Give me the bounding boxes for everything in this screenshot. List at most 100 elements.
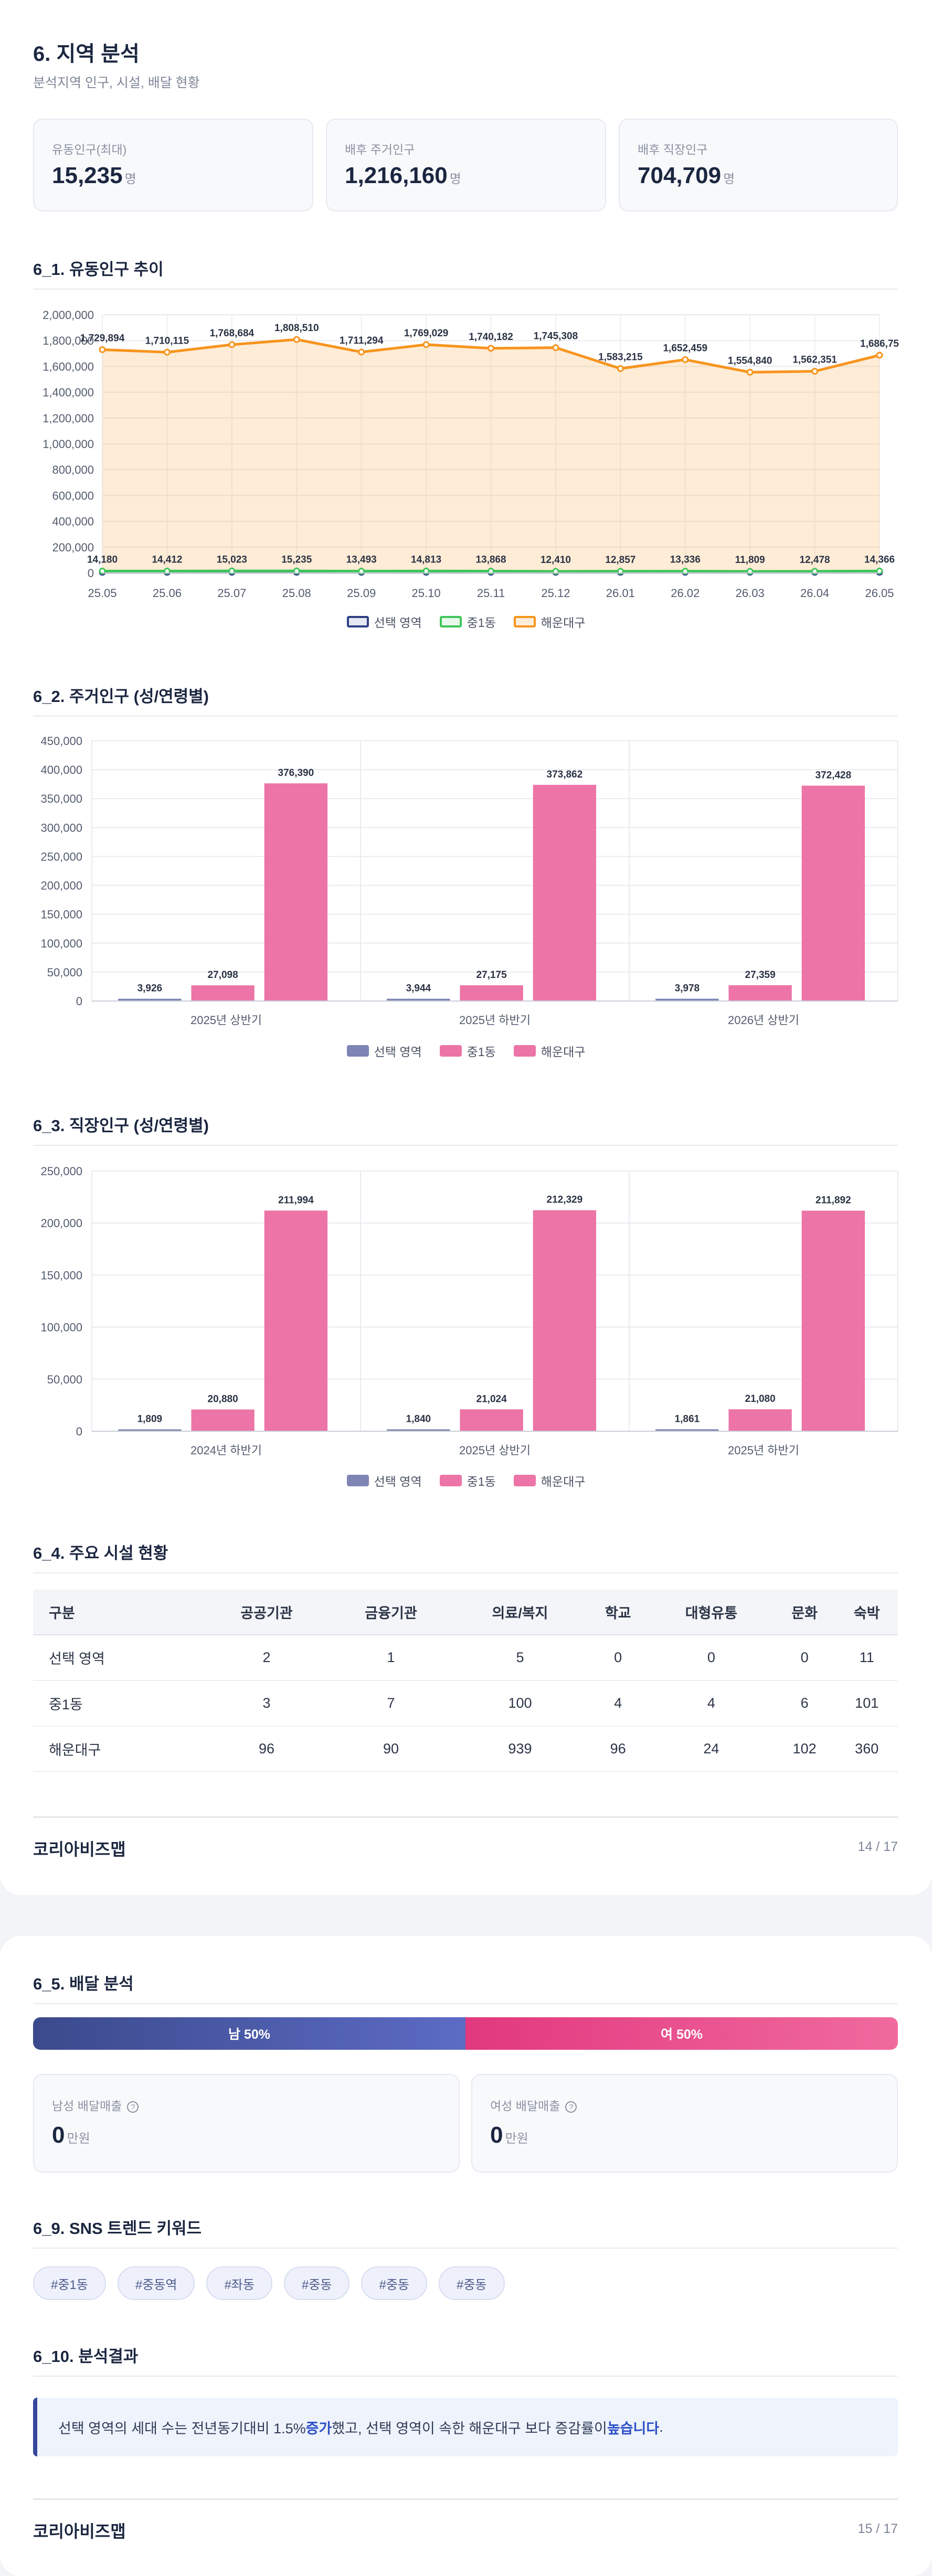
data-label: 376,390	[278, 768, 314, 779]
y-tick-label: 350,000	[40, 792, 82, 805]
data-label: 21,080	[745, 1393, 776, 1404]
data-point	[228, 341, 236, 348]
male-delivery-card: 남성 배달매출? 0 만원	[33, 2074, 460, 2173]
legend-item-haeundae[interactable]: 해운대구	[513, 613, 585, 631]
bar	[728, 985, 792, 1001]
table-row: 선택 영역 2 1 5 0 0 0 11	[33, 1635, 898, 1681]
data-point	[293, 336, 300, 343]
y-tick-label: 400,000	[52, 515, 94, 528]
table-cell: 0	[649, 1635, 774, 1681]
y-tick-label: 100,000	[40, 937, 82, 950]
data-label: 211,994	[278, 1195, 314, 1206]
table-cell: 중1동	[33, 1680, 205, 1727]
bar	[655, 998, 719, 1001]
legend-item-selected[interactable]: 선택 영역	[346, 613, 422, 631]
data-label: 21,024	[476, 1393, 507, 1404]
data-label: 1,710,115	[145, 335, 189, 346]
y-tick-label: 50,000	[47, 1373, 82, 1386]
card-value: 0 만원	[52, 2122, 90, 2148]
legend-item-jung1[interactable]: 중1동	[439, 1042, 496, 1060]
keyword-tag[interactable]: #중동	[439, 2266, 505, 2300]
section-title-facilities: 6_4. 주요 시설 현황	[33, 1544, 168, 1562]
x-tick-label: 25.09	[347, 587, 376, 600]
y-tick-label: 250,000	[40, 1165, 82, 1178]
bar	[533, 1210, 597, 1431]
series-area-2	[102, 339, 880, 573]
legend-item-selected[interactable]: 선택 영역	[346, 1042, 422, 1060]
x-tick-label: 26.03	[736, 587, 765, 600]
y-tick-label: 250,000	[40, 850, 82, 863]
legend-item-jung1[interactable]: 중1동	[439, 613, 496, 631]
table-row: 중1동 3 7 100 4 4 6 101	[33, 1680, 898, 1727]
kpi-card-residential: 배후 주거인구 1,216,160 명	[326, 119, 606, 211]
y-tick-label: 400,000	[40, 763, 82, 776]
table-header: 숙박	[835, 1590, 898, 1635]
help-icon[interactable]: ?	[565, 2101, 577, 2113]
x-tick-label: 2026년 상반기	[728, 1014, 799, 1027]
keyword-tag[interactable]: #중동역	[117, 2266, 195, 2300]
kpi-value: 15,235 명	[52, 163, 136, 188]
table-cell: 96	[587, 1726, 649, 1772]
section-title-result: 6_10. 분석결과	[33, 2347, 139, 2366]
legend-item-haeundae[interactable]: 해운대구	[513, 1472, 585, 1489]
section-title-sns: 6_9. SNS 트렌드 키워드	[33, 2219, 202, 2238]
data-label: 12,410	[541, 555, 571, 566]
data-label: 13,493	[346, 555, 377, 566]
data-label: 1,769,029	[404, 328, 449, 339]
data-label: 211,892	[816, 1195, 851, 1206]
x-tick-label: 25.07	[217, 587, 246, 600]
data-label: 14,366	[864, 554, 895, 565]
male-ratio: 남 50%	[33, 2017, 465, 2050]
help-icon[interactable]: ?	[127, 2101, 139, 2113]
keyword-tag[interactable]: #중동	[361, 2266, 427, 2300]
data-label: 27,175	[476, 970, 507, 981]
data-label: 1,554,840	[728, 356, 772, 367]
data-label: 1,562,351	[792, 355, 837, 366]
legend-item-jung1[interactable]: 중1동	[439, 1472, 496, 1489]
data-label: 1,729,894	[80, 333, 125, 344]
data-label: 14,813	[411, 554, 441, 565]
y-tick-label: 200,000	[40, 879, 82, 892]
x-tick-label: 25.10	[412, 587, 441, 600]
section-divider	[33, 1145, 898, 1146]
y-tick-label: 200,000	[52, 541, 94, 554]
data-point	[163, 567, 171, 574]
table-header: 공공기관	[204, 1590, 329, 1635]
bar	[118, 998, 182, 1001]
x-tick-label: 2024년 하반기	[190, 1444, 262, 1457]
card-label: 남성 배달매출	[52, 2099, 122, 2113]
data-point	[293, 567, 300, 574]
bar	[801, 1210, 865, 1431]
data-label: 1,740,182	[469, 332, 513, 343]
data-point	[422, 567, 430, 574]
kpi-value: 704,709 명	[638, 163, 735, 188]
keyword-tag[interactable]: #중1동	[33, 2266, 106, 2300]
table-cell: 6	[773, 1680, 836, 1727]
keyword-tag[interactable]: #중동	[283, 2266, 350, 2300]
data-point	[488, 345, 494, 352]
report-page-15: 6_5. 배달 분석 남 50% 여 50% 남성 배달매출? 0 만원 여성 배…	[0, 1936, 932, 2576]
data-point	[358, 348, 365, 356]
table-cell: 2	[204, 1635, 329, 1681]
legend-item-haeundae[interactable]: 해운대구	[513, 1042, 585, 1060]
section-divider	[33, 1572, 898, 1573]
y-tick-label: 600,000	[52, 489, 94, 502]
table-cell: 360	[835, 1726, 898, 1772]
keyword-tag[interactable]: #좌동	[206, 2266, 272, 2300]
data-label: 1,745,308	[534, 331, 578, 342]
section-title-delivery: 6_5. 배달 분석	[33, 1975, 134, 1993]
section-title-residential: 6_2. 주거인구 (성/연령별)	[33, 687, 209, 706]
data-point	[422, 341, 430, 348]
table-cell: 해운대구	[33, 1726, 205, 1772]
legend-item-selected[interactable]: 선택 영역	[346, 1472, 422, 1489]
data-label: 27,359	[745, 970, 776, 981]
table-cell: 96	[204, 1726, 329, 1772]
x-tick-label: 25.11	[477, 587, 505, 600]
table-cell: 선택 영역	[33, 1635, 205, 1681]
data-label: 1,840	[406, 1413, 431, 1424]
bar	[533, 784, 597, 1001]
bar	[191, 985, 255, 1001]
kpi-label: 배후 주거인구	[345, 143, 415, 156]
table-cell: 5	[453, 1635, 587, 1681]
data-label: 3,944	[406, 983, 431, 994]
